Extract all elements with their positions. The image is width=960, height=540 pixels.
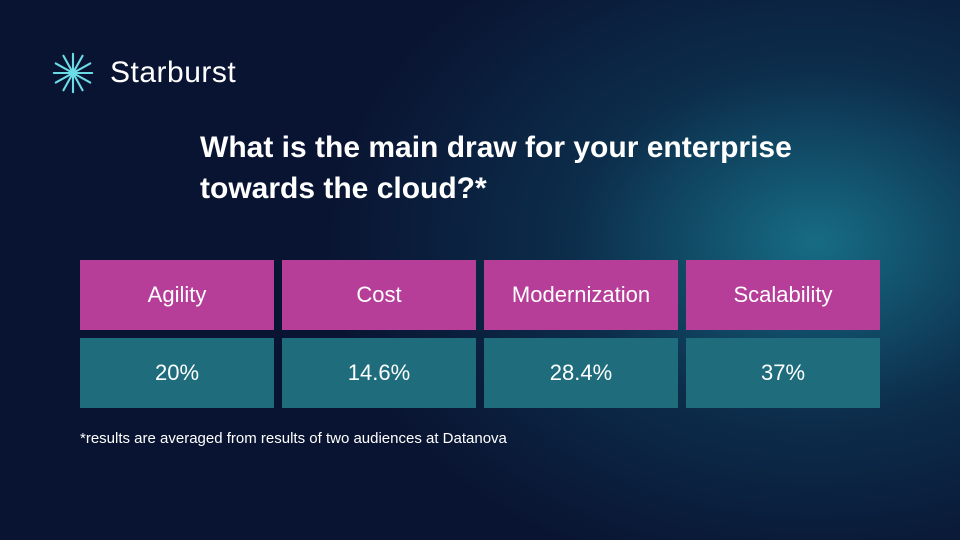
table-value-cell: 14.6% — [282, 338, 476, 408]
table-header-cell: Cost — [282, 260, 476, 330]
starburst-icon — [50, 50, 96, 96]
table-value-cell: 28.4% — [484, 338, 678, 408]
table-col: Agility 20% — [80, 260, 274, 408]
table-col: Cost 14.6% — [282, 260, 476, 408]
brand-name: Starburst — [110, 56, 236, 90]
brand-logo: Starburst — [50, 50, 236, 96]
table-col: Modernization 28.4% — [484, 260, 678, 408]
table-header-cell: Modernization — [484, 260, 678, 330]
footnote: *results are averaged from results of tw… — [80, 430, 507, 447]
results-table: Agility 20% Cost 14.6% Modernization 28.… — [80, 260, 880, 408]
table-header-cell: Scalability — [686, 260, 880, 330]
table-header-cell: Agility — [80, 260, 274, 330]
table-value-cell: 20% — [80, 338, 274, 408]
table-value-cell: 37% — [686, 338, 880, 408]
slide-heading: What is the main draw for your enterpris… — [200, 128, 800, 209]
table-col: Scalability 37% — [686, 260, 880, 408]
